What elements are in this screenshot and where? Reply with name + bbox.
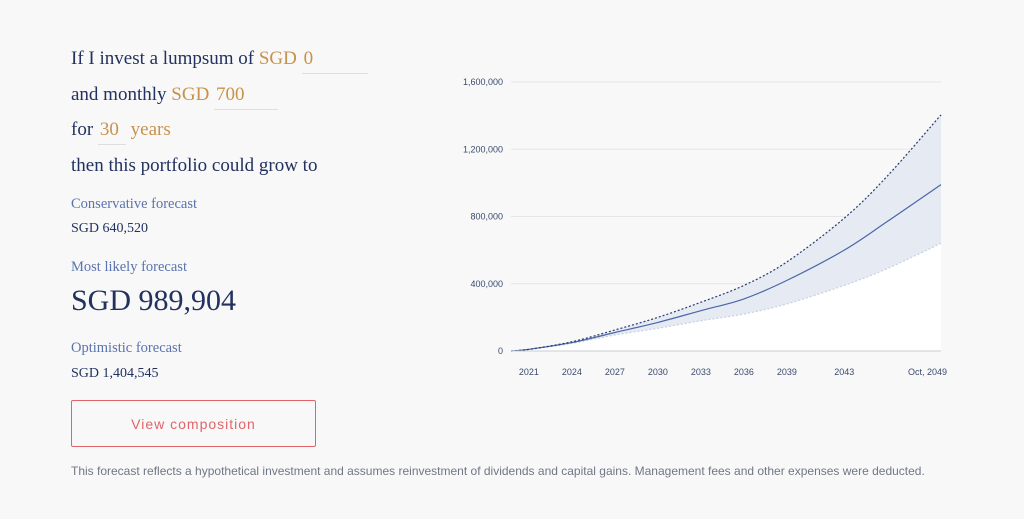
x-tick-label: 2039: [777, 367, 797, 377]
lumpsum-sentence: If I invest a lumpsum of SGD 0: [71, 48, 368, 74]
x-tick-label: Oct, 2049: [908, 367, 947, 377]
y-tick-label: 800,000: [470, 212, 503, 222]
y-tick-label: 1,200,000: [463, 144, 503, 154]
lumpsum-input[interactable]: 0: [301, 48, 368, 74]
view-composition-button[interactable]: View composition: [71, 400, 316, 447]
years-sentence: for 30 years: [71, 119, 171, 145]
chart-y-axis: 0 400,000 800,000 1,200,000 1,600,000: [463, 77, 503, 356]
x-tick-label: 2021: [519, 367, 539, 377]
likely-forecast-label: Most likely forecast: [71, 259, 187, 275]
chart-forecast-band: [511, 114, 941, 351]
optimistic-forecast-value: SGD 1,404,545: [71, 366, 159, 381]
lumpsum-prefix: If I invest a lumpsum of: [71, 48, 255, 69]
y-tick-label: 0: [498, 346, 503, 356]
conservative-area: [511, 243, 941, 351]
forecast-band: [511, 114, 941, 351]
years-prefix: for: [71, 119, 94, 140]
disclaimer-text: This forecast reflects a hypothetical in…: [71, 464, 925, 478]
x-tick-label: 2030: [648, 367, 668, 377]
monthly-sentence: and monthly SGD 700: [71, 84, 279, 110]
chart-grid: [511, 81, 941, 352]
x-tick-label: 2036: [734, 367, 754, 377]
years-suffix: years: [130, 119, 171, 140]
optimistic-line: [510, 114, 942, 352]
conservative-line: [510, 242, 942, 352]
x-tick-label: 2043: [834, 367, 854, 377]
chart-x-axis: 2021 2024 2027 2030 2033 2036 2039 2043 Oct, 204…: [511, 350, 947, 377]
likely-forecast-value: SGD 989,904: [71, 284, 237, 317]
years-input[interactable]: 30: [97, 119, 126, 145]
conservative-forecast-value: SGD 640,520: [71, 221, 149, 236]
optimistic-forecast-label: Optimistic forecast: [71, 340, 182, 356]
likely-line: [510, 184, 942, 352]
chart-series-lines: [510, 114, 942, 352]
y-tick-label: 400,000: [470, 279, 503, 289]
y-tick-label: 1,600,000: [463, 77, 503, 87]
x-tick-label: 2033: [691, 367, 711, 377]
conservative-forecast-label: Conservative forecast: [71, 196, 198, 212]
grow-sentence: then this portfolio could grow to: [71, 155, 318, 176]
monthly-prefix: and monthly: [71, 84, 167, 105]
x-tick-label: 2027: [605, 367, 625, 377]
x-tick-label: 2024: [562, 367, 582, 377]
monthly-input[interactable]: 700: [214, 84, 279, 110]
lumpsum-currency: SGD: [258, 48, 297, 69]
monthly-currency: SGD: [171, 84, 210, 105]
